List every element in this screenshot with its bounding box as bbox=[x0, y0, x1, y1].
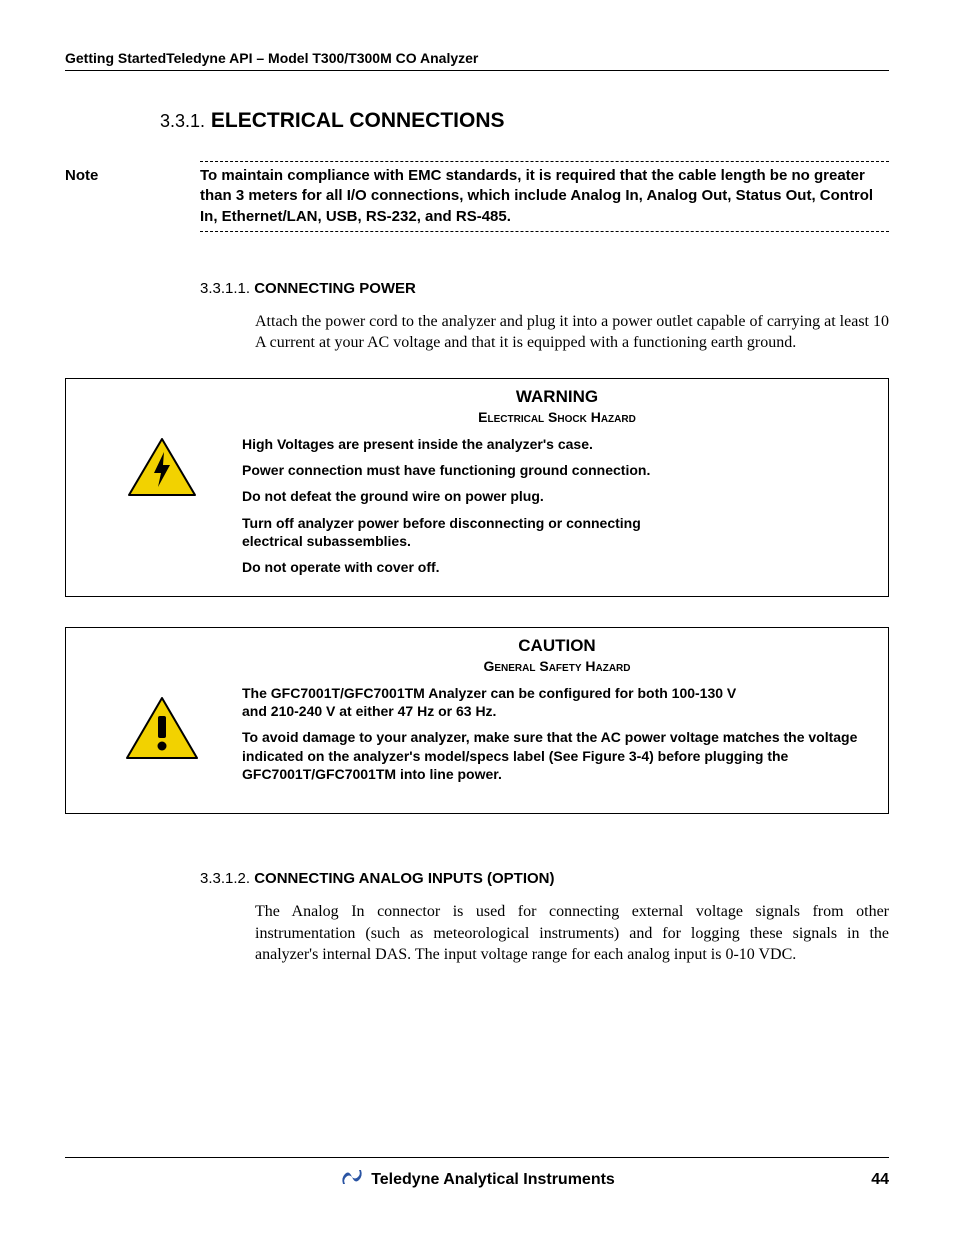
subsection-title: CONNECTING ANALOG INPUTS (OPTION) bbox=[254, 870, 554, 887]
subsection-number: 3.3.1.2. bbox=[200, 870, 250, 887]
note-label: Note bbox=[65, 161, 200, 232]
subsection-body: The Analog In connector is used for conn… bbox=[255, 901, 889, 966]
warning-subtitle: Electrical Shock Hazard bbox=[242, 409, 872, 425]
subsection-number: 3.3.1.1. bbox=[200, 280, 250, 297]
subsection-body: Attach the power cord to the analyzer an… bbox=[255, 311, 889, 354]
warning-box: WARNING Electrical Shock Hazard High Vol… bbox=[65, 378, 889, 597]
caution-item: The GFC7001T/GFC7001TM Analyzer can be c… bbox=[242, 684, 742, 720]
subsection-heading: 3.3.1.1. CONNECTING POWER bbox=[200, 280, 889, 297]
subsection-analog-inputs: 3.3.1.2. CONNECTING ANALOG INPUTS (OPTIO… bbox=[200, 870, 889, 966]
section-heading: 3.3.1. ELECTRICAL CONNECTIONS bbox=[160, 109, 889, 133]
note-body: To maintain compliance with EMC standard… bbox=[200, 161, 889, 232]
subsection-heading: 3.3.1.2. CONNECTING ANALOG INPUTS (OPTIO… bbox=[200, 870, 889, 887]
note-block: Note To maintain compliance with EMC sta… bbox=[65, 161, 889, 232]
footer-company: Teledyne Analytical Instruments bbox=[371, 1171, 615, 1189]
footer-page-number: 44 bbox=[871, 1171, 889, 1189]
caution-title: CAUTION bbox=[242, 636, 872, 656]
caution-box: CAUTION General Safety Hazard The GFC700… bbox=[65, 627, 889, 814]
section-number: 3.3.1. bbox=[160, 111, 205, 131]
warning-item: Do not defeat the ground wire on power p… bbox=[242, 487, 872, 505]
subsection-title: CONNECTING POWER bbox=[254, 280, 416, 297]
warning-icon bbox=[82, 387, 242, 499]
page-footer: Teledyne Analytical Instruments 44 bbox=[65, 1157, 889, 1191]
footer-logo-icon bbox=[339, 1168, 365, 1191]
caution-item: To avoid damage to your analyzer, make s… bbox=[242, 728, 872, 783]
warning-item: Power connection must have functioning g… bbox=[242, 461, 872, 479]
caution-icon bbox=[82, 636, 242, 762]
page-header: Getting StartedTeledyne API – Model T300… bbox=[65, 50, 889, 71]
caution-subtitle: General Safety Hazard bbox=[242, 658, 872, 674]
warning-item: Turn off analyzer power before disconnec… bbox=[242, 514, 662, 550]
warning-title: WARNING bbox=[242, 387, 872, 407]
warning-item: High Voltages are present inside the ana… bbox=[242, 435, 872, 453]
warning-item: Do not operate with cover off. bbox=[242, 558, 872, 576]
section-title: ELECTRICAL CONNECTIONS bbox=[211, 109, 505, 132]
subsection-connecting-power: 3.3.1.1. CONNECTING POWER Attach the pow… bbox=[200, 280, 889, 354]
